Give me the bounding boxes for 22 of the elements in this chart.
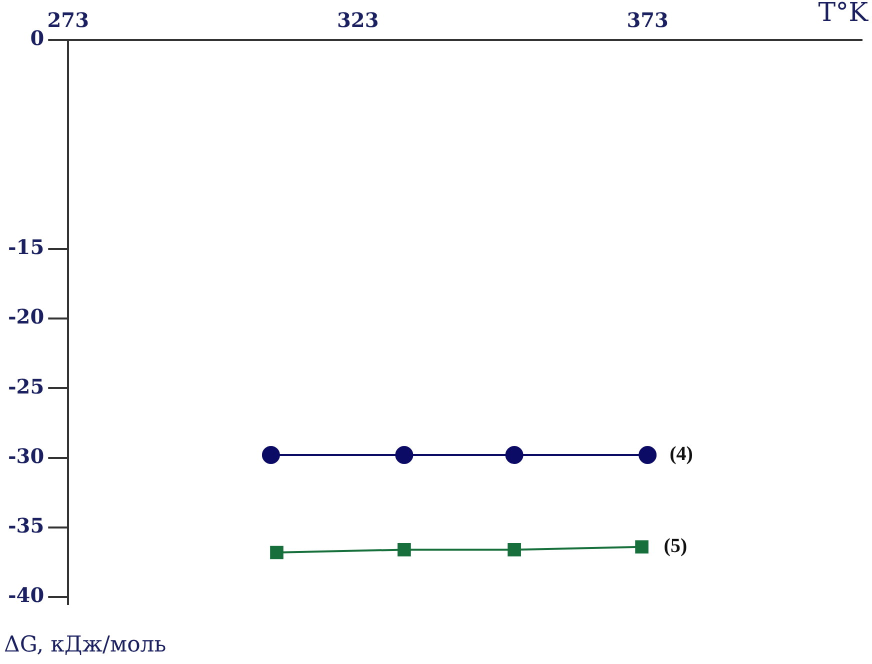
- x-tick-label: 373: [626, 8, 668, 32]
- y-tick-label: -40: [8, 583, 44, 608]
- y-axis-title: ΔG, кДж/моль: [4, 632, 166, 658]
- y-tick-label: -35: [8, 514, 44, 538]
- y-tick-label: -20: [8, 304, 44, 329]
- point: [398, 543, 411, 556]
- x-axis-title: T°K: [818, 0, 869, 28]
- point: [638, 446, 657, 464]
- y-tick-label: 0: [30, 26, 44, 50]
- y-tick-label: -25: [8, 374, 44, 398]
- y-tick-label: -15: [8, 235, 44, 260]
- point: [262, 446, 280, 464]
- y-tick-label: -30: [8, 444, 44, 468]
- point: [635, 540, 648, 554]
- point: [270, 546, 284, 560]
- point: [395, 446, 414, 464]
- x-tick-label: 323: [336, 8, 379, 32]
- x-tick-label: 273: [47, 8, 90, 32]
- point: [505, 446, 524, 464]
- series-label: (5): [664, 535, 688, 558]
- series-label: (4): [670, 443, 693, 466]
- point: [508, 543, 521, 556]
